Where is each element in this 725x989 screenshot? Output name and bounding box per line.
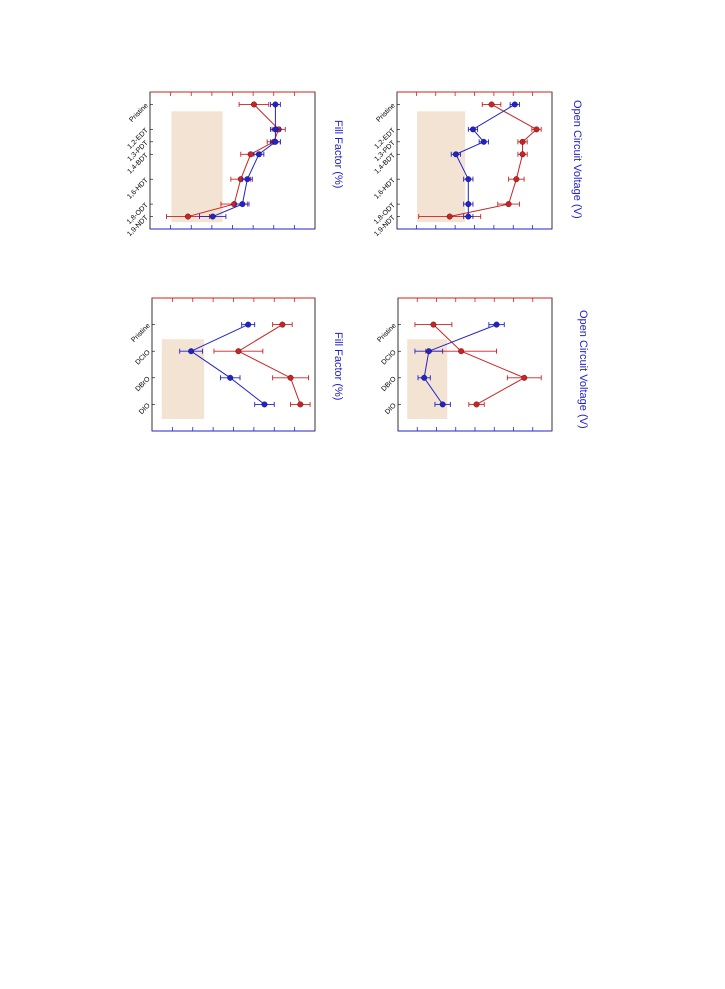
- data-point: [425, 348, 432, 355]
- chart-panel-3: Pristine DCIO DBrO DIO Fill Factor (%): [130, 297, 344, 432]
- data-point: [493, 321, 500, 328]
- data-point: [239, 201, 246, 208]
- y-axis-label-4: Open Circuit Voltage (V): [577, 310, 589, 429]
- category-label: DIO: [384, 402, 398, 416]
- data-point: [473, 401, 480, 408]
- data-point: [521, 374, 528, 381]
- data-point: [488, 101, 495, 108]
- category-label: Pristine: [128, 102, 150, 124]
- data-point: [519, 138, 526, 145]
- data-point: [188, 348, 195, 355]
- data-point: [533, 126, 540, 133]
- data-point: [209, 213, 216, 220]
- y-axis-label-3: Fill Factor (%): [332, 332, 344, 400]
- data-point: [250, 101, 257, 108]
- y-axis-label-2: Open Circuit Voltage (V): [571, 100, 583, 219]
- data-point: [255, 151, 262, 158]
- data-point: [245, 321, 252, 328]
- data-point: [480, 138, 487, 145]
- series-line: [423, 324, 497, 405]
- data-point: [244, 176, 251, 183]
- chart-panel-1: Pristine1,2-EDT1,3-PDT1,4-BDT1,6-HDT1,8-…: [126, 91, 344, 238]
- data-point: [465, 201, 472, 208]
- series-line: [237, 324, 301, 405]
- data-point: [446, 213, 453, 220]
- category-label: 1,6-HDT: [126, 177, 150, 201]
- data-point: [287, 374, 294, 381]
- data-point: [511, 101, 518, 108]
- data-point: [227, 374, 234, 381]
- highlight-region: [417, 111, 466, 223]
- data-point: [505, 201, 512, 208]
- category-label: DIO: [138, 402, 152, 416]
- series-line: [433, 324, 526, 405]
- category-label: DBrO: [381, 375, 399, 393]
- data-point: [247, 151, 254, 158]
- data-point: [519, 151, 526, 158]
- data-point: [452, 151, 459, 158]
- data-point: [272, 138, 279, 145]
- category-label: DBrO: [135, 375, 153, 393]
- highlight-region: [171, 111, 223, 223]
- data-point: [184, 213, 191, 220]
- data-point: [439, 401, 446, 408]
- data-point: [235, 348, 242, 355]
- category-label: Pristine: [375, 102, 397, 124]
- data-point: [261, 401, 268, 408]
- data-point: [279, 321, 286, 328]
- y-axis-label-1: Fill Factor (%): [332, 120, 344, 188]
- data-point: [513, 176, 520, 183]
- category-label: 1,6-HDT: [373, 177, 397, 201]
- data-point: [297, 401, 304, 408]
- data-point: [458, 348, 465, 355]
- category-label: Pristine: [130, 322, 152, 344]
- data-point: [465, 176, 472, 183]
- data-point: [272, 126, 279, 133]
- data-point: [272, 101, 279, 108]
- data-point: [421, 374, 428, 381]
- chart-panel-4: Pristine DCIO DBrO DIO Open Circuit Voltage…: [376, 297, 589, 432]
- category-label: DCIO: [381, 349, 399, 367]
- highlight-region: [161, 339, 205, 420]
- data-point: [465, 213, 472, 220]
- category-label: DCIO: [135, 349, 153, 367]
- category-label: Pristine: [376, 322, 398, 344]
- chart-panel-2: Pristine1,2-EDT1,3-PDT1,4-BDT1,6-HDT1,8-…: [373, 91, 583, 238]
- series-line: [190, 324, 265, 405]
- data-point: [430, 321, 437, 328]
- data-point: [470, 126, 476, 133]
